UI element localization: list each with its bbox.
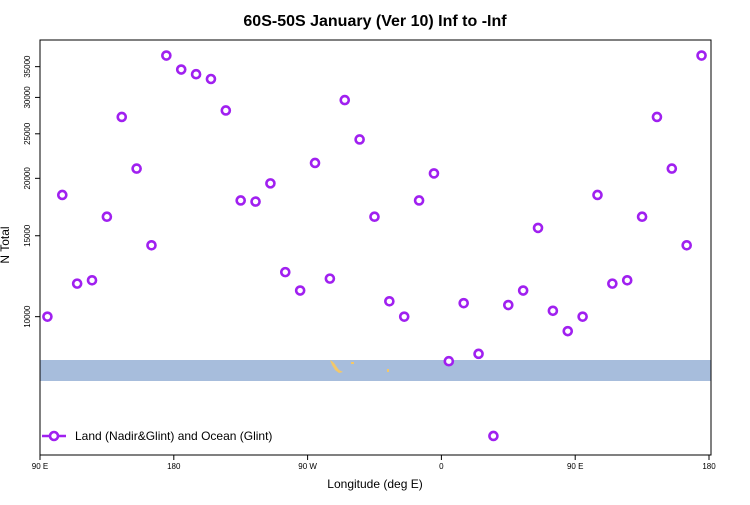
point xyxy=(116,111,128,123)
point xyxy=(502,299,514,311)
map-strip xyxy=(40,360,711,381)
point xyxy=(562,325,574,337)
point xyxy=(220,105,232,116)
point xyxy=(428,168,440,179)
point xyxy=(354,134,365,145)
y-tick-label: 25000 xyxy=(23,122,32,145)
point xyxy=(696,50,707,61)
legend-marker xyxy=(48,430,60,442)
point xyxy=(592,189,603,201)
point xyxy=(577,311,588,322)
point xyxy=(339,94,351,106)
x-tick-label: 180 xyxy=(167,462,181,471)
point xyxy=(517,285,529,296)
chart-title: 60S-50S January (Ver 10) Inf to -Inf xyxy=(243,13,507,30)
point xyxy=(324,273,336,284)
point xyxy=(250,196,261,207)
land xyxy=(387,369,389,372)
point xyxy=(101,211,113,223)
point xyxy=(56,189,68,201)
point xyxy=(532,222,544,234)
y-tick-label: 15000 xyxy=(23,224,32,247)
point xyxy=(384,296,395,307)
point xyxy=(146,239,157,251)
point xyxy=(42,311,53,322)
x-tick-label: 90 W xyxy=(298,462,317,471)
y-tick-label: 10000 xyxy=(23,305,32,328)
point xyxy=(398,311,410,322)
point xyxy=(473,348,484,360)
y-tick-label: 35000 xyxy=(23,55,32,78)
point xyxy=(681,239,693,251)
x-axis-label: Longitude (deg E) xyxy=(327,477,422,491)
point xyxy=(547,305,559,317)
point xyxy=(294,285,306,296)
point xyxy=(265,178,276,189)
plot-frame xyxy=(39,39,712,456)
point xyxy=(309,157,321,169)
point xyxy=(161,50,172,61)
point xyxy=(369,211,380,223)
point xyxy=(413,195,425,206)
point xyxy=(235,195,246,206)
y-tick-label: 30000 xyxy=(23,86,32,109)
point xyxy=(86,274,98,286)
point xyxy=(458,297,470,309)
point xyxy=(279,266,291,278)
point xyxy=(607,278,618,289)
point xyxy=(205,73,217,85)
x-tick-label: 0 xyxy=(439,462,444,471)
x-tick-label: 90 E xyxy=(567,462,583,471)
point xyxy=(488,430,499,442)
point xyxy=(666,163,678,174)
point xyxy=(190,68,202,80)
point xyxy=(621,274,633,286)
legend-label: Land (Nadir&Glint) and Ocean (Glint) xyxy=(75,429,272,443)
point xyxy=(131,163,142,174)
point xyxy=(71,278,83,289)
point xyxy=(443,355,455,367)
point xyxy=(175,64,187,75)
y-axis-label: N Total xyxy=(0,226,12,263)
x-tick-label: 180 xyxy=(702,462,716,471)
land xyxy=(330,360,343,373)
y-tick-label: 20000 xyxy=(23,167,32,190)
land xyxy=(351,362,354,364)
point xyxy=(636,211,648,223)
point xyxy=(651,111,663,123)
x-tick-label: 90 E xyxy=(32,462,48,471)
